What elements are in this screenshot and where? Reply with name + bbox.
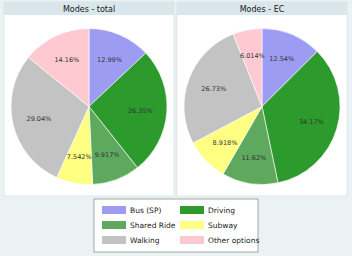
data-labels: 12.99% 26.35% 9.917%7.542% 29.04% 14.16%	[26, 56, 152, 162]
legend-entry: Driving	[180, 206, 235, 215]
data-label: 7.542%	[67, 153, 92, 161]
legend-entry: Walking	[102, 236, 160, 245]
legend-swatch	[102, 236, 126, 244]
data-label: 34.17%	[299, 118, 324, 126]
chart-title: Modes - total	[63, 5, 115, 14]
pie-slice	[89, 107, 137, 185]
data-label: 12.54%	[269, 55, 294, 63]
legend-label: Shared Ride	[130, 221, 176, 230]
legend-entry: Subway	[180, 221, 238, 230]
pie	[11, 29, 167, 185]
legend-label: Other options	[208, 236, 259, 245]
pie-slice	[28, 29, 89, 107]
data-labels: 12.54% 34.17% 11.62%8.918% 26.73% 6.014%	[201, 52, 323, 161]
pie-slice	[89, 53, 167, 168]
data-label: 14.16%	[54, 56, 79, 64]
data-label: 12.99%	[97, 56, 122, 64]
pie	[184, 29, 340, 185]
data-label: 11.62%	[241, 154, 266, 162]
chart-title: Modes - EC	[240, 5, 285, 14]
legend-label: Driving	[208, 206, 235, 215]
panel-background	[177, 2, 347, 196]
legend-swatch	[180, 221, 204, 229]
legend-swatch	[180, 236, 204, 244]
legend-entry: Other options	[180, 236, 259, 245]
legend-swatch	[180, 206, 204, 214]
panel-header	[4, 2, 174, 15]
legend-swatch	[102, 221, 126, 229]
data-label: 29.04%	[26, 115, 51, 123]
pie-panel: Modes - total 12.99% 26.35% 9.917%7.542% 29.…	[4, 2, 174, 196]
pie-slice	[233, 29, 262, 107]
panel-header	[177, 2, 347, 15]
data-label: 8.918%	[213, 138, 238, 146]
legend-label: Subway	[208, 221, 238, 230]
data-label: 26.35%	[128, 107, 153, 115]
chart-root: Modes - total 12.99% 26.35% 9.917%7.542% 29.…	[0, 0, 352, 256]
data-label: 6.014%	[240, 52, 265, 60]
pie-panel: Modes - EC 12.54% 34.17% 11.62%8.918% 26.73%…	[177, 2, 347, 196]
legend: Bus (SP) Driving Shared Ride Subway Walking O…	[94, 199, 259, 252]
legend-swatch	[102, 206, 126, 214]
legend-label: Bus (SP)	[130, 206, 161, 215]
data-label: 9.917%	[95, 151, 120, 159]
data-label: 26.73%	[201, 85, 226, 93]
panel-background	[4, 2, 174, 196]
legend-entry: Bus (SP)	[102, 206, 161, 215]
legend-label: Walking	[130, 236, 160, 245]
legend-entry: Shared Ride	[102, 221, 176, 230]
